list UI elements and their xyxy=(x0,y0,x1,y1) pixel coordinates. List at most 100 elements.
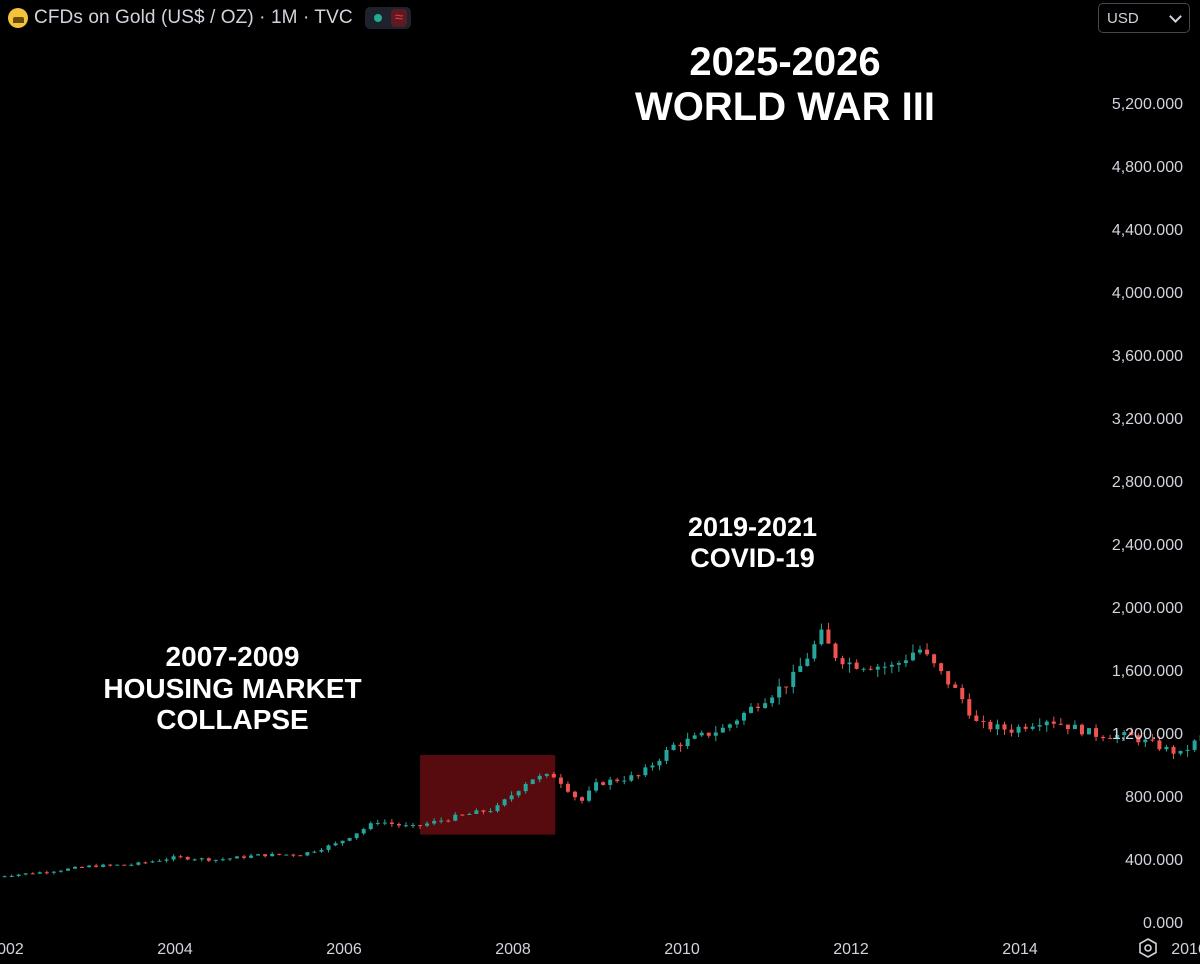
candle-body xyxy=(411,825,416,827)
candle-body xyxy=(157,860,162,862)
candle-body xyxy=(953,684,958,688)
candle-body xyxy=(249,855,254,858)
candle-body xyxy=(481,810,486,812)
candle-body xyxy=(199,858,204,860)
y-tick-label: 3,200.000 xyxy=(1112,411,1183,428)
candle-body xyxy=(326,845,331,850)
currency-label: USD xyxy=(1107,9,1139,27)
x-tick-label: 2012 xyxy=(833,941,869,958)
candle-body xyxy=(784,686,789,688)
candle-body xyxy=(361,829,366,834)
candle-body xyxy=(608,779,613,785)
candle-body xyxy=(509,795,514,800)
candle-body xyxy=(192,859,197,861)
candle-body xyxy=(551,773,556,778)
y-tick-label: 1,200.000 xyxy=(1112,726,1183,743)
candle-body xyxy=(178,856,183,858)
candle-body xyxy=(206,858,211,861)
candle-body xyxy=(741,712,746,721)
candle-body xyxy=(122,864,127,866)
candle-body xyxy=(1164,746,1169,750)
candle-body xyxy=(770,697,775,704)
candle-body xyxy=(242,856,247,858)
candle-body xyxy=(749,706,754,713)
candle-body xyxy=(868,668,873,670)
candle-body xyxy=(847,662,852,665)
candle-body xyxy=(73,866,78,869)
candle-body xyxy=(234,856,239,859)
candle-body xyxy=(1051,721,1056,724)
candle-body xyxy=(115,864,120,866)
settings-hexagon-icon[interactable] xyxy=(1137,937,1159,959)
candle-body xyxy=(51,871,56,873)
candle-body xyxy=(889,664,894,667)
candle-body xyxy=(558,777,563,784)
candle-body xyxy=(495,805,500,812)
y-tick-label: 800.000 xyxy=(1125,789,1183,806)
x-tick-label: 2006 xyxy=(326,941,362,958)
y-tick-label: 2,400.000 xyxy=(1112,537,1183,554)
status-pill[interactable]: ≈ xyxy=(364,7,411,29)
x-tick-label: 2002 xyxy=(0,941,24,958)
candle-body xyxy=(925,649,930,655)
candle-body xyxy=(108,864,113,866)
x-tick-label: 2004 xyxy=(157,941,193,958)
annotation-ww3-title: WORLD WAR III xyxy=(635,85,935,130)
candle-body xyxy=(1002,724,1007,730)
symbol-title[interactable]: CFDs on Gold (US$ / OZ) · 1M · TVC xyxy=(34,7,353,28)
candle-body xyxy=(1178,750,1183,754)
candle-body xyxy=(763,703,768,708)
candle-body xyxy=(312,851,317,853)
approx-wave-icon: ≈ xyxy=(390,9,407,27)
candle-body xyxy=(587,790,592,801)
candle-body xyxy=(1044,721,1049,726)
candle-body xyxy=(340,840,345,844)
candle-body xyxy=(488,811,493,813)
candle-body xyxy=(263,854,268,857)
candle-body xyxy=(213,859,218,861)
candle-body xyxy=(333,843,338,846)
currency-dropdown[interactable]: USD xyxy=(1098,3,1190,33)
candle-body xyxy=(1030,726,1035,729)
candle-body xyxy=(58,870,63,872)
candle-body xyxy=(995,724,1000,730)
candle-body xyxy=(319,849,324,852)
candle-body xyxy=(94,865,99,867)
candle-body xyxy=(720,727,725,733)
candle-body xyxy=(615,779,620,782)
candle-body xyxy=(523,783,528,792)
candle-body xyxy=(1079,724,1084,735)
candle-body xyxy=(143,862,148,864)
candle-body xyxy=(277,853,282,855)
candle-body xyxy=(1072,724,1077,730)
candle-body xyxy=(960,687,965,700)
candle-body xyxy=(1192,740,1197,750)
candle-body xyxy=(988,721,993,730)
y-tick-label: 2,800.000 xyxy=(1112,474,1183,491)
candlestick-series xyxy=(2,622,1200,878)
candle-body xyxy=(150,861,155,863)
candle-body xyxy=(622,780,627,782)
candle-body xyxy=(65,868,70,871)
candle-body xyxy=(1023,726,1028,729)
candle-body xyxy=(1122,732,1127,736)
annotation-housing-subtitle: COLLAPSE xyxy=(156,704,309,736)
candle-body xyxy=(1058,723,1063,725)
candle-body xyxy=(699,732,704,736)
x-tick-label: 2010 xyxy=(664,941,700,958)
candle-body xyxy=(692,735,697,739)
candle-body xyxy=(939,663,944,672)
candle-body xyxy=(812,644,817,659)
candle-body xyxy=(9,875,14,877)
candle-body xyxy=(882,666,887,668)
y-tick-label: 1,600.000 xyxy=(1112,663,1183,680)
candle-body xyxy=(1143,739,1148,743)
candle-body xyxy=(432,820,437,824)
candle-body xyxy=(1016,726,1021,733)
annotation-housing-years: 2007-2009 xyxy=(165,641,300,672)
candle-body xyxy=(756,706,761,708)
candle-body xyxy=(861,668,866,670)
y-tick-label: 4,800.000 xyxy=(1112,159,1183,176)
x-tick-label: 2016 xyxy=(1171,941,1200,958)
